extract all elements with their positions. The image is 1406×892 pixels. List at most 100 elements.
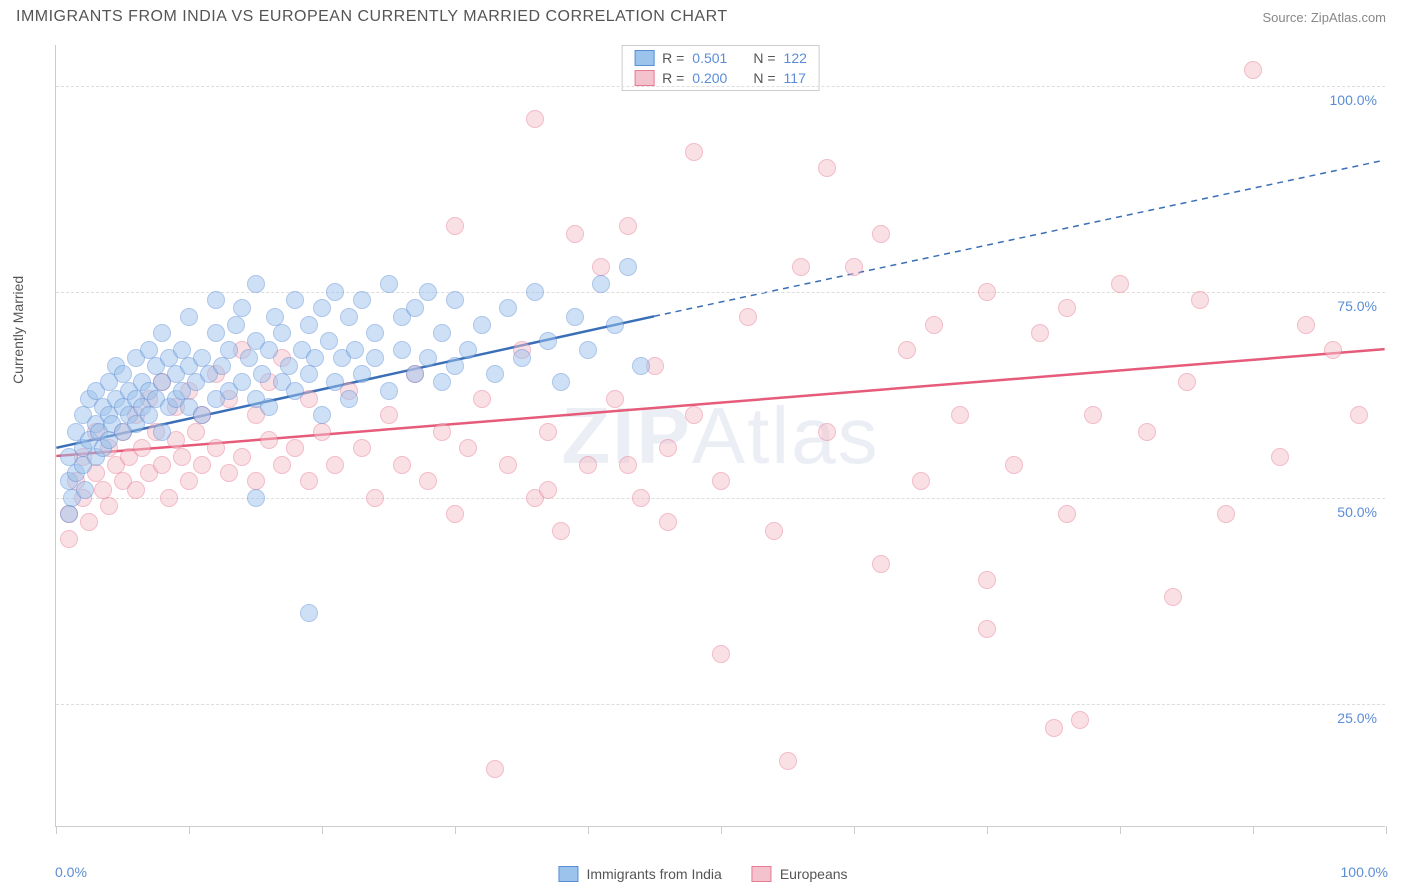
data-point	[592, 275, 610, 293]
data-point	[659, 439, 677, 457]
data-point	[353, 291, 371, 309]
data-point	[346, 341, 364, 359]
series-legend: Immigrants from India Europeans	[558, 866, 847, 882]
data-point	[685, 143, 703, 161]
data-point	[60, 530, 78, 548]
x-axis-tick	[854, 826, 855, 834]
data-point	[473, 316, 491, 334]
data-point	[193, 456, 211, 474]
data-point	[419, 283, 437, 301]
data-point	[513, 349, 531, 367]
data-point	[266, 308, 284, 326]
data-point	[951, 406, 969, 424]
legend-item: Europeans	[752, 866, 848, 882]
data-point	[406, 299, 424, 317]
data-point	[153, 324, 171, 342]
data-point	[320, 332, 338, 350]
y-axis-title: Currently Married	[10, 276, 26, 384]
data-point	[446, 505, 464, 523]
data-point	[247, 275, 265, 293]
data-point	[247, 489, 265, 507]
data-point	[207, 439, 225, 457]
data-point	[566, 225, 584, 243]
n-label: N =	[753, 70, 775, 86]
data-point	[712, 472, 730, 490]
data-point	[579, 456, 597, 474]
data-point	[619, 456, 637, 474]
data-point	[80, 513, 98, 531]
legend-stat-row: R =0.200N =117	[622, 68, 819, 88]
data-point	[300, 472, 318, 490]
data-point	[792, 258, 810, 276]
data-point	[220, 464, 238, 482]
legend-stat-row: R =0.501N =122	[622, 48, 819, 68]
data-point	[353, 365, 371, 383]
data-point	[300, 365, 318, 383]
n-value: 122	[784, 50, 807, 66]
data-point	[313, 423, 331, 441]
data-point	[207, 324, 225, 342]
data-point	[739, 308, 757, 326]
data-point	[872, 225, 890, 243]
data-point	[326, 283, 344, 301]
data-point	[539, 481, 557, 499]
data-point	[160, 489, 178, 507]
data-point	[1164, 588, 1182, 606]
data-point	[1084, 406, 1102, 424]
x-axis-tick	[1253, 826, 1254, 834]
data-point	[260, 398, 278, 416]
data-point	[1071, 711, 1089, 729]
x-axis-tick	[1386, 826, 1387, 834]
data-point	[419, 472, 437, 490]
data-point	[1031, 324, 1049, 342]
n-value: 117	[784, 70, 806, 86]
data-point	[1058, 505, 1076, 523]
data-point	[978, 620, 996, 638]
y-axis-tick-label: 100.0%	[1330, 92, 1377, 108]
data-point	[326, 456, 344, 474]
legend-swatch	[634, 70, 654, 86]
data-point	[140, 406, 158, 424]
x-axis-min-label: 0.0%	[55, 864, 87, 880]
data-point	[313, 406, 331, 424]
data-point	[433, 373, 451, 391]
data-point	[552, 373, 570, 391]
r-value: 0.200	[692, 70, 727, 86]
data-point	[552, 522, 570, 540]
data-point	[1058, 299, 1076, 317]
data-point	[1111, 275, 1129, 293]
data-point	[173, 341, 191, 359]
data-point	[446, 217, 464, 235]
data-point	[273, 456, 291, 474]
legend-label: Immigrants from India	[586, 866, 721, 882]
data-point	[193, 406, 211, 424]
data-point	[60, 505, 78, 523]
data-point	[340, 308, 358, 326]
data-point	[213, 357, 231, 375]
data-point	[380, 275, 398, 293]
data-point	[872, 555, 890, 573]
data-point	[712, 645, 730, 663]
data-point	[100, 497, 118, 515]
x-axis-max-label: 100.0%	[1341, 864, 1388, 880]
data-point	[459, 341, 477, 359]
data-point	[153, 456, 171, 474]
data-point	[380, 406, 398, 424]
legend-swatch	[634, 50, 654, 66]
data-point	[260, 341, 278, 359]
gridline	[56, 86, 1385, 87]
data-point	[499, 299, 517, 317]
y-axis-tick-label: 75.0%	[1337, 298, 1377, 314]
data-point	[1191, 291, 1209, 309]
data-point	[845, 258, 863, 276]
data-point	[526, 110, 544, 128]
data-point	[539, 423, 557, 441]
r-value: 0.501	[692, 50, 727, 66]
data-point	[1178, 373, 1196, 391]
x-axis-tick	[322, 826, 323, 834]
x-axis-tick	[189, 826, 190, 834]
data-point	[180, 308, 198, 326]
data-point	[406, 365, 424, 383]
data-point	[659, 513, 677, 531]
data-point	[685, 406, 703, 424]
